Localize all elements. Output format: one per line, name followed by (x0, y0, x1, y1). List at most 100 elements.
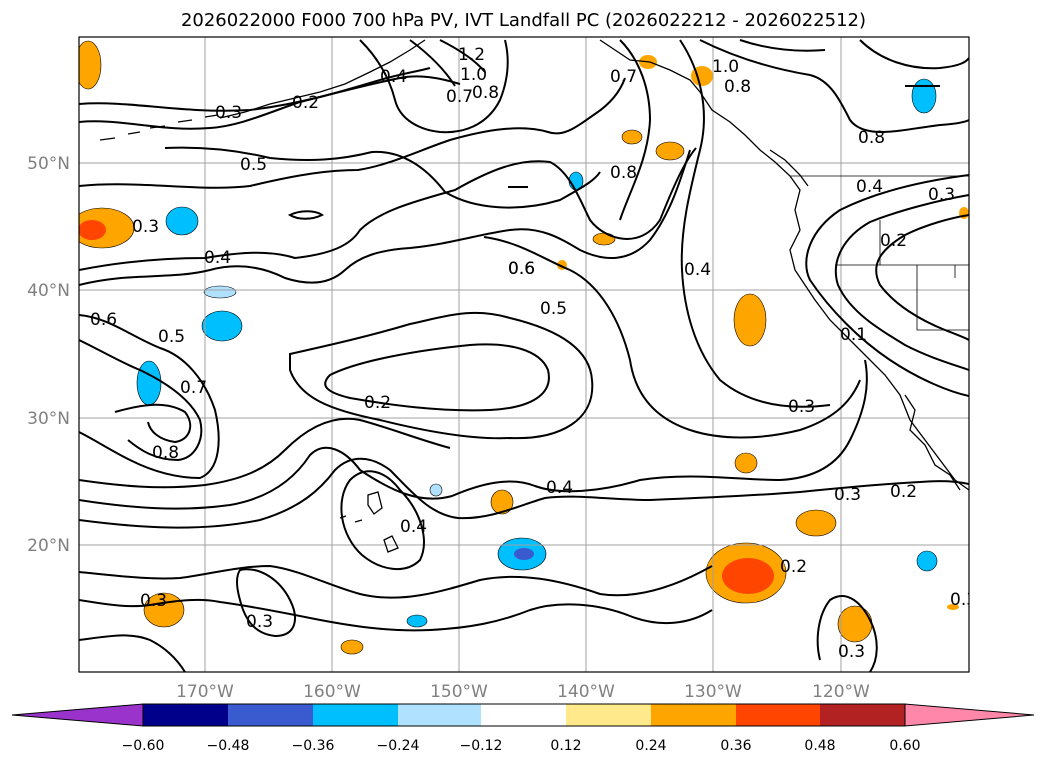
contour-label: 0.3 (928, 185, 955, 205)
lon-label-130w: 130°W (684, 682, 742, 702)
contour-label: 0.4 (380, 67, 407, 87)
gulf-of-alaska-coast (599, 39, 969, 491)
graticule (79, 37, 969, 672)
colorbar-segment (481, 704, 566, 726)
positive-anomaly-patch (79, 40, 102, 90)
lat-label-30n: 30°N (27, 409, 70, 429)
negative-anomaly-patch (165, 206, 199, 236)
contour-label: 0.3 (950, 590, 977, 610)
pv-contour-line (79, 147, 697, 271)
contour-label: 0.4 (684, 260, 711, 280)
colorbar-segment (651, 704, 736, 726)
contour-label: 0.7 (446, 87, 473, 107)
contour-label: 0.2 (292, 93, 319, 113)
pv-contour-line (439, 39, 486, 73)
lon-label-170w: 170°W (176, 682, 234, 702)
colorbar-tick-label: 0.24 (635, 738, 666, 754)
contour-label: 0.3 (838, 642, 865, 662)
pv-contour-line (79, 339, 203, 462)
colorbar-frame (142, 703, 906, 727)
pv-contour-line (79, 598, 713, 632)
pv-contour-line (79, 67, 431, 112)
pv-contour-line (805, 174, 969, 397)
colorbar-tick-label: −0.60 (122, 738, 165, 754)
pv-contour-line (619, 39, 652, 221)
contour-label: 0.5 (158, 327, 185, 347)
pv-contour-line (79, 149, 691, 286)
pv-contour-line (699, 39, 969, 133)
contour-label: 0.4 (400, 517, 427, 537)
pv-contour-line (79, 314, 220, 480)
hawaii-big-island (367, 491, 383, 515)
contour-label: 0.4 (856, 177, 883, 197)
positive-anomaly-patch (837, 605, 873, 643)
colorbar-segment (313, 704, 398, 726)
contour-label: 0.8 (724, 77, 751, 97)
colorbar-tick-label: −0.12 (460, 738, 503, 754)
contour-label: 0.4 (546, 478, 573, 498)
state-borders (790, 175, 969, 331)
contour-labels: 1.2 1.0 0.7 0.8 0.3 0.2 0.5 0.4 0.6 0.3 … (90, 45, 977, 662)
colorbar-extend-min (11, 703, 144, 727)
colorbar: −0.60 −0.48 −0.36 −0.24 −0.12 0.12 0.24 … (11, 703, 1035, 754)
colorbar-segment (736, 704, 820, 726)
positive-anomaly-patch (795, 509, 837, 537)
pv-contour-line (289, 311, 594, 440)
contour-label: 0.3 (132, 217, 159, 237)
colorbar-tick-label: 0.48 (804, 738, 835, 754)
contour-label: 0.6 (90, 310, 117, 330)
pv-contour-line (739, 39, 826, 52)
contour-label: 0.2 (880, 231, 907, 251)
strong-positive-anomaly-patch (79, 220, 106, 240)
contour-label: 0.8 (610, 163, 637, 183)
contour-label: 0.7 (180, 378, 207, 398)
negative-anomaly-core (514, 548, 534, 560)
contour-label: 0.8 (858, 128, 885, 148)
positive-anomaly-patch (734, 452, 758, 474)
pv-contour-line (324, 343, 550, 412)
negative-anomaly-patch (916, 550, 938, 572)
lat-label-50n: 50°N (27, 154, 70, 174)
pv-contour-line (79, 634, 186, 672)
pv-contour-line (79, 564, 713, 599)
lon-label-150w: 150°W (430, 682, 488, 702)
positive-anomaly-patch (592, 232, 616, 246)
contour-label: 0.6 (508, 259, 535, 279)
latitude-labels: 50°N 40°N 30°N 20°N (27, 154, 70, 556)
contour-label: 0.3 (788, 397, 815, 417)
contour-label: 0.8 (152, 443, 179, 463)
pv-contour-line (236, 568, 296, 638)
contour-label: 0.3 (834, 485, 861, 505)
pv-contour-line (79, 77, 626, 189)
map-frame (78, 36, 970, 673)
hawaii-maui (383, 535, 399, 553)
pv-contour-line (114, 403, 192, 444)
colorbar-segment (820, 704, 905, 726)
negative-anomaly-patch (429, 483, 443, 497)
contour-label: 1.0 (712, 57, 739, 77)
colorbar-segment (566, 704, 651, 726)
colorbar-tick-label: −0.36 (292, 738, 335, 754)
negative-anomaly-patch (406, 614, 428, 628)
contour-label: 0.3 (140, 591, 167, 611)
vancouver-island (769, 149, 809, 187)
positive-anomaly-patch (621, 129, 643, 145)
contour-label: 0.4 (204, 248, 231, 268)
pv-contour-line (79, 417, 451, 489)
map-title: 2026022000 F000 700 hPa PV, IVT Landfall… (180, 10, 867, 31)
pv-contour-line (340, 470, 425, 571)
negative-anomaly-patch (136, 360, 162, 406)
pv-contour-line (79, 359, 868, 510)
positive-anomaly-patch (655, 141, 685, 161)
pv-contours (79, 39, 969, 672)
alaska-peninsula-coast (219, 39, 426, 119)
colorbar-tick-label: −0.48 (207, 738, 250, 754)
pv-contour-line (679, 39, 831, 408)
contour-label: 0.2 (364, 393, 391, 413)
colorbar-tick-label: −0.24 (377, 738, 420, 754)
colorbar-extend-max (904, 703, 1035, 727)
contour-label: 0.3 (215, 103, 242, 123)
lat-label-40n: 40°N (27, 281, 70, 301)
contour-label: 0.6 (508, 259, 535, 279)
